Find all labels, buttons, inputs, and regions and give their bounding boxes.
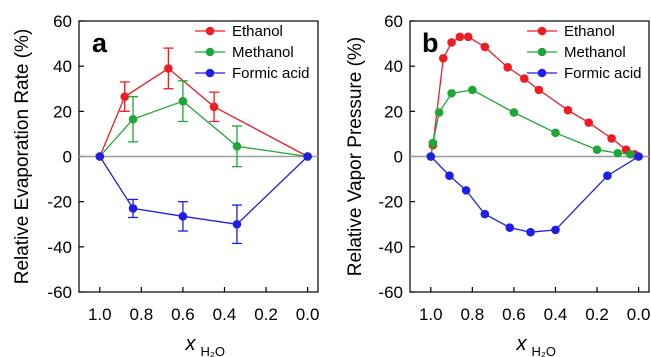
y-tick-label: -20 xyxy=(47,193,72,212)
data-point xyxy=(551,128,560,138)
data-point xyxy=(634,152,643,161)
x-tick-label: 0.4 xyxy=(544,305,568,324)
panel-a-evaporation-rate-chart: -60 -40 -20 0 20 40 60 1.0 0.8 0.6 0.4 0.2 0.0 Ethano… xyxy=(12,12,319,357)
data-point xyxy=(603,171,612,180)
data-point xyxy=(178,212,188,221)
data-point xyxy=(128,204,138,213)
legend-label: Methanol xyxy=(564,44,626,61)
data-point xyxy=(592,145,602,155)
legend-label: Ethanol xyxy=(232,23,283,40)
x-tick-label: 0.2 xyxy=(585,305,609,324)
data-point xyxy=(434,108,444,117)
data-point xyxy=(428,138,438,148)
data-point xyxy=(447,88,456,98)
x-axis-label: x xyxy=(185,333,197,355)
y-tick-label: -60 xyxy=(47,283,72,302)
data-point xyxy=(613,148,623,158)
data-point xyxy=(563,105,573,115)
data-point xyxy=(455,32,465,42)
data-point xyxy=(95,152,105,161)
y-axis-label: Relative Vapor Pressure (%) xyxy=(345,37,366,276)
data-point xyxy=(232,142,242,151)
data-point xyxy=(526,227,535,237)
data-point xyxy=(480,209,490,219)
legend-marker xyxy=(537,68,547,78)
y-tick-label: 60 xyxy=(384,12,403,31)
y-tick-label: -20 xyxy=(378,193,403,212)
y-tick-label: 60 xyxy=(53,12,72,31)
legend-marker xyxy=(205,68,215,78)
x-tick-label: 0.0 xyxy=(296,305,320,324)
panel-b-vapor-pressure-chart: -60 -40 -20 0 20 40 60 1.0 0.8 0.6 0.4 0.2 0.0 Ethano… xyxy=(345,12,650,357)
data-point xyxy=(303,152,312,161)
panel-label: a xyxy=(92,28,108,58)
data-point xyxy=(438,53,448,63)
series-line xyxy=(99,100,308,158)
data-point xyxy=(534,85,544,95)
legend-marker xyxy=(205,47,215,57)
y-tick-label: 40 xyxy=(384,57,403,76)
y-tick-label: -60 xyxy=(378,283,403,302)
x-axis-label-subscript: H₂O xyxy=(201,344,226,357)
y-tick-label: 20 xyxy=(53,102,72,121)
data-point xyxy=(445,171,454,180)
x-tick-label: 0.0 xyxy=(627,305,651,324)
y-tick-label: 20 xyxy=(384,102,403,121)
x-tick-label: 0.2 xyxy=(254,305,278,324)
data-point xyxy=(607,134,616,143)
series-line xyxy=(99,156,309,225)
legend-marker xyxy=(537,26,547,36)
data-point xyxy=(128,114,138,124)
data-point xyxy=(625,149,635,159)
data-point xyxy=(164,64,173,73)
data-point xyxy=(426,152,436,161)
x-tick-label: 1.0 xyxy=(419,305,443,324)
data-point xyxy=(480,42,490,52)
data-point xyxy=(463,32,473,42)
x-tick-label: 0.4 xyxy=(213,305,237,324)
series-line xyxy=(430,155,639,233)
data-point xyxy=(447,38,456,47)
y-tick-label: 0 xyxy=(394,148,403,167)
series-line xyxy=(430,89,639,158)
data-point xyxy=(551,225,560,235)
x-axis-label-subscript: H₂O xyxy=(532,344,557,357)
data-point xyxy=(509,108,519,117)
data-point xyxy=(178,96,188,106)
data-point xyxy=(503,62,512,72)
legend-marker xyxy=(537,47,547,57)
data-point xyxy=(209,102,219,112)
y-tick-label: -40 xyxy=(47,238,72,257)
data-point xyxy=(120,92,130,101)
data-point xyxy=(505,223,515,232)
x-tick-label: 1.0 xyxy=(88,305,112,324)
x-axis-label: x xyxy=(516,333,528,355)
data-point xyxy=(232,219,242,229)
x-tick-label: 0.6 xyxy=(171,305,195,324)
legend-marker xyxy=(205,26,215,36)
y-tick-label: -40 xyxy=(378,238,403,257)
panel-label: b xyxy=(422,28,439,58)
y-tick-label: 40 xyxy=(53,57,72,76)
data-point xyxy=(520,74,529,83)
y-tick-label: 0 xyxy=(63,148,72,167)
legend-label: Methanol xyxy=(232,44,294,61)
y-axis-label: Relative Evaporation Rate (%) xyxy=(12,29,33,285)
x-tick-label: 0.8 xyxy=(461,305,485,324)
data-point xyxy=(461,186,471,195)
legend-label: Ethanol xyxy=(564,23,615,40)
legend-label: Formic acid xyxy=(564,65,642,82)
data-point xyxy=(584,118,594,127)
x-tick-label: 0.8 xyxy=(130,305,154,324)
x-tick-label: 0.6 xyxy=(502,305,526,324)
data-point xyxy=(468,85,477,95)
legend-label: Formic acid xyxy=(232,65,310,82)
